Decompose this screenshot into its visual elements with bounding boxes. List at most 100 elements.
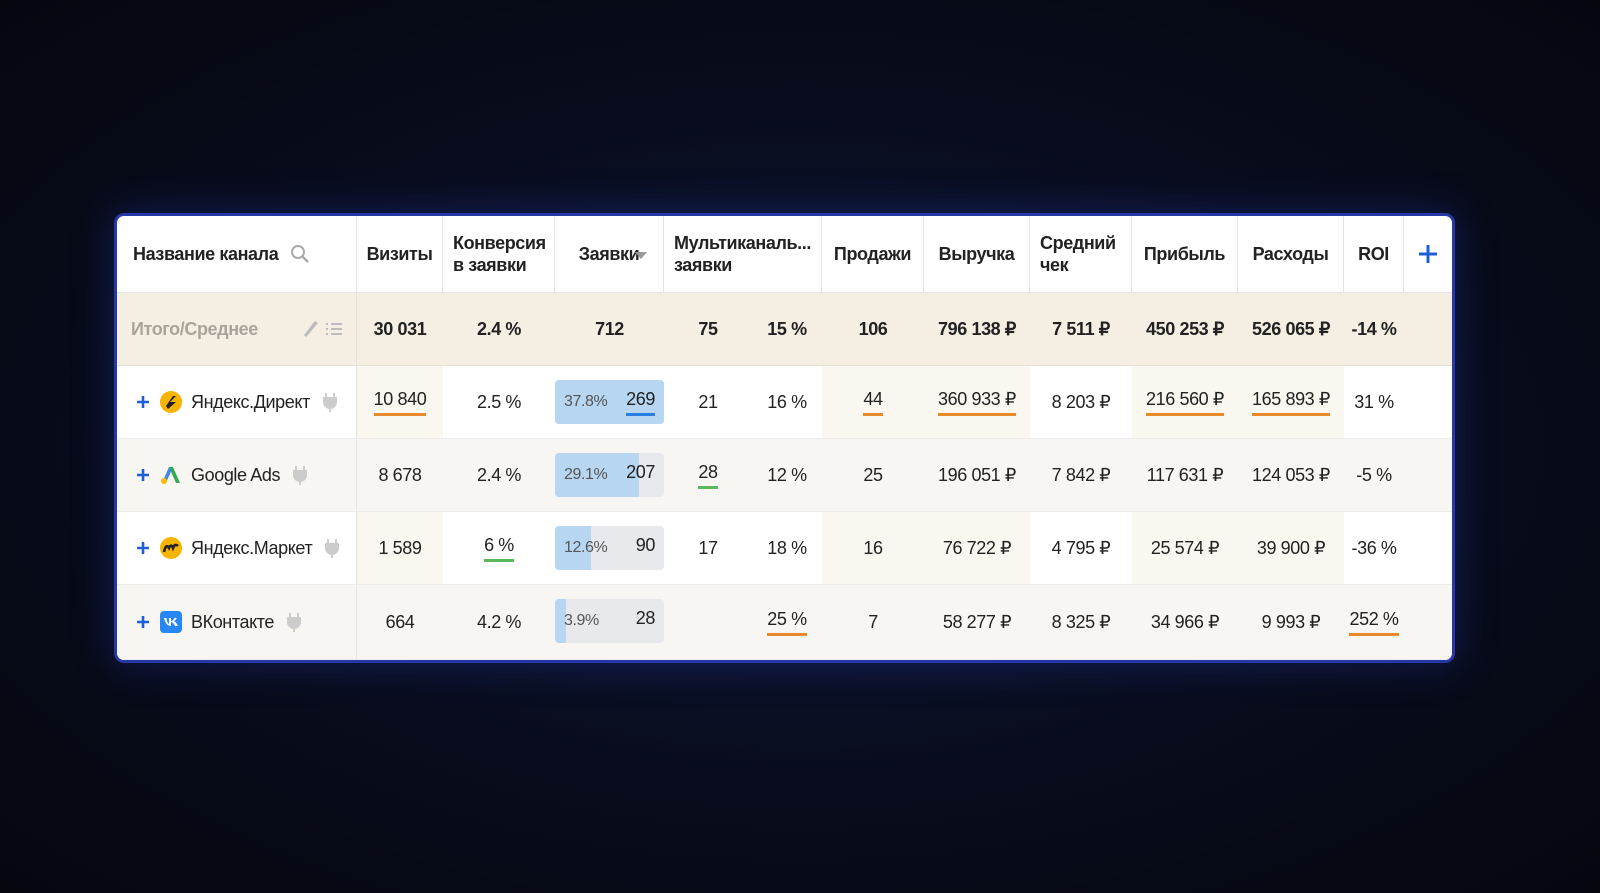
plug-icon <box>287 613 302 632</box>
cell-value: 9 993 ₽ <box>1261 611 1321 632</box>
cell: 216 560 ₽ <box>1132 366 1238 439</box>
cell: 21 <box>664 366 752 439</box>
share-bar: 29.1% 207 <box>555 453 664 497</box>
cell <box>1404 585 1452 660</box>
cell <box>664 585 752 660</box>
expand-button[interactable] <box>131 463 155 487</box>
channel-logo <box>161 467 180 484</box>
header-text: Конверсия <box>453 233 546 253</box>
cell-value: 165 893 ₽ <box>1252 389 1330 416</box>
search-icon <box>291 245 310 263</box>
expand-button[interactable] <box>131 390 155 414</box>
header-text: заявки <box>674 255 732 275</box>
cell: 2.4 % <box>443 293 555 366</box>
cell-value: 1 589 <box>378 537 422 558</box>
cell-value: 6 % <box>484 535 514 562</box>
header-text: Выручка <box>938 244 1015 264</box>
cell: 30 031 <box>357 293 443 366</box>
channel-label: Яндекс.Директ <box>191 391 310 412</box>
cell: 12.6% 90 <box>555 512 664 585</box>
cell-value: 21 <box>698 391 718 412</box>
cell: 8 678 <box>357 439 443 512</box>
cell: -36 % <box>1344 512 1404 585</box>
cell: 106 <box>822 293 924 366</box>
cell-value: 124 053 ₽ <box>1252 464 1330 485</box>
add-column-button[interactable] <box>1404 216 1452 293</box>
cell: 526 065 ₽ <box>1238 293 1344 366</box>
cell-value: 360 933 ₽ <box>938 389 1016 416</box>
cell: 7 511 ₽ <box>1030 293 1132 366</box>
header-cell: Продажи <box>822 216 924 293</box>
cell: 31 % <box>1344 366 1404 439</box>
cell-value: 7 <box>868 611 878 632</box>
cell-value: 10 840 <box>373 389 427 416</box>
share-fill <box>555 453 639 497</box>
cell: 7 <box>822 585 924 660</box>
cell-value: 664 <box>385 611 415 632</box>
cell: 117 631 ₽ <box>1132 439 1238 512</box>
cell: 9 993 ₽ <box>1238 585 1344 660</box>
cell-value: 75 <box>698 318 718 339</box>
cell-value: 25 % <box>767 609 807 636</box>
cell-value: 216 560 ₽ <box>1146 389 1224 416</box>
share-label: 12.6% <box>564 539 608 556</box>
cell: 12 % <box>752 439 822 512</box>
cell-value: 25 574 ₽ <box>1150 537 1220 558</box>
header-text: Расходы <box>1252 244 1329 264</box>
table: Название канала Визиты Конверсия в заявки За… <box>117 216 1452 660</box>
cell: 34 966 ₽ <box>1132 585 1238 660</box>
cell: 58 277 ₽ <box>924 585 1030 660</box>
cell-value: 106 <box>858 318 888 339</box>
total-label: Итого/Среднее <box>131 318 258 339</box>
plug-icon <box>322 393 337 412</box>
cell: 8 203 ₽ <box>1030 366 1132 439</box>
header-text: в заявки <box>453 255 527 275</box>
cell: 712 <box>555 293 664 366</box>
cell: 450 253 ₽ <box>1132 293 1238 366</box>
cell: 7 842 ₽ <box>1030 439 1132 512</box>
cell-value: 15 % <box>767 318 807 339</box>
cell-value: 90 <box>635 526 656 570</box>
cell-value: 90 <box>635 534 656 555</box>
cell-value: 16 % <box>767 391 807 412</box>
share-label: 3.9% <box>564 612 599 629</box>
cell-value: 25 <box>863 464 883 485</box>
header-cell: ROI <box>1344 216 1404 293</box>
cell: 18 % <box>752 512 822 585</box>
expand-button[interactable] <box>131 610 155 634</box>
cell: 25 <box>822 439 924 512</box>
cell: 8 325 ₽ <box>1030 585 1132 660</box>
cell-value: 8 678 <box>378 464 422 485</box>
share-label: 37.8% <box>564 393 608 410</box>
channel-logo <box>160 611 182 633</box>
header-cell: Расходы <box>1238 216 1344 293</box>
cell: 124 053 ₽ <box>1238 439 1344 512</box>
header-text: Визиты <box>366 244 433 264</box>
header-cell: Прибыль <box>1132 216 1238 293</box>
header-cell: Заявки <box>555 216 664 293</box>
plug-icon <box>325 539 340 558</box>
cell-value: 207 <box>626 453 655 497</box>
cell: 25 % <box>752 585 822 660</box>
header-text: Средний <box>1040 233 1116 253</box>
cell: 29.1% 207 <box>555 439 664 512</box>
header-cell: Средний чек <box>1030 216 1132 293</box>
cell: 28 <box>664 439 752 512</box>
cell-value: 28 <box>635 607 656 628</box>
cell-value: 17 <box>698 537 718 558</box>
total-name: Итого/Среднее <box>117 293 357 366</box>
cell: -5 % <box>1344 439 1404 512</box>
cell-value: 30 031 <box>373 318 427 339</box>
header-text: Продажи <box>833 244 912 264</box>
total-icons <box>298 317 346 341</box>
cell-value: 526 065 ₽ <box>1252 318 1330 339</box>
channel-name: Яндекс.Директ <box>117 366 357 439</box>
cell: 15 % <box>752 293 822 366</box>
cell: 39 900 ₽ <box>1238 512 1344 585</box>
expand-button[interactable] <box>131 536 155 560</box>
cell-value: 450 253 ₽ <box>1146 318 1224 339</box>
cell-value: -36 % <box>1351 537 1397 558</box>
cell: 37.8% 269 <box>555 366 664 439</box>
cell: 16 % <box>752 366 822 439</box>
cell-value: 31 % <box>1354 391 1394 412</box>
